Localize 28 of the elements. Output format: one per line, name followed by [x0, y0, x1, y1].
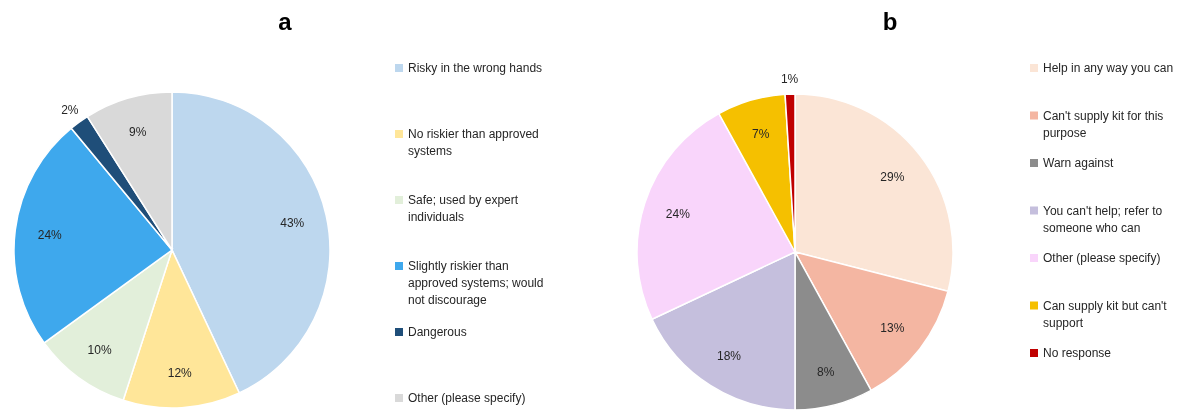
legend-label: Help in any way you can: [1043, 61, 1174, 75]
legend-label: Other (please specify): [1043, 251, 1161, 265]
data-label: 29%: [880, 169, 905, 184]
data-label: 43%: [280, 216, 305, 231]
legend-label: You can't help; refer to someone who can: [1043, 203, 1163, 235]
legend-label: Can supply kit but can't support: [1043, 298, 1168, 330]
chart-title: b: [882, 8, 898, 35]
legend-label: No riskier than approved systems: [408, 127, 539, 158]
legend-label: Warn against: [1043, 156, 1114, 170]
data-label: 1%: [780, 71, 799, 86]
data-label: 2%: [61, 102, 79, 117]
data-label: 10%: [87, 342, 112, 357]
legend-label: Safe; used by expert individuals: [408, 193, 519, 224]
data-label: 12%: [167, 366, 193, 381]
legend-label: No response: [1043, 346, 1112, 360]
data-label: 9%: [128, 124, 147, 139]
chart-title: a: [278, 8, 293, 35]
legend-label: Slightly riskier than approved systems; would not discourage: [408, 259, 544, 307]
legend-label: Other (please specify): [408, 391, 526, 405]
data-label: 18%: [716, 349, 742, 364]
data-label: 8%: [816, 364, 835, 379]
data-label: 24%: [665, 207, 691, 222]
data-label: 13%: [880, 320, 905, 335]
legend-label: Risky in the wrong hands: [408, 61, 543, 75]
data-label: 7%: [751, 126, 770, 141]
legend-label: Dangerous: [408, 325, 467, 339]
legend-label: Can't supply kit for this purpose: [1043, 108, 1164, 140]
data-label: 24%: [37, 227, 63, 242]
